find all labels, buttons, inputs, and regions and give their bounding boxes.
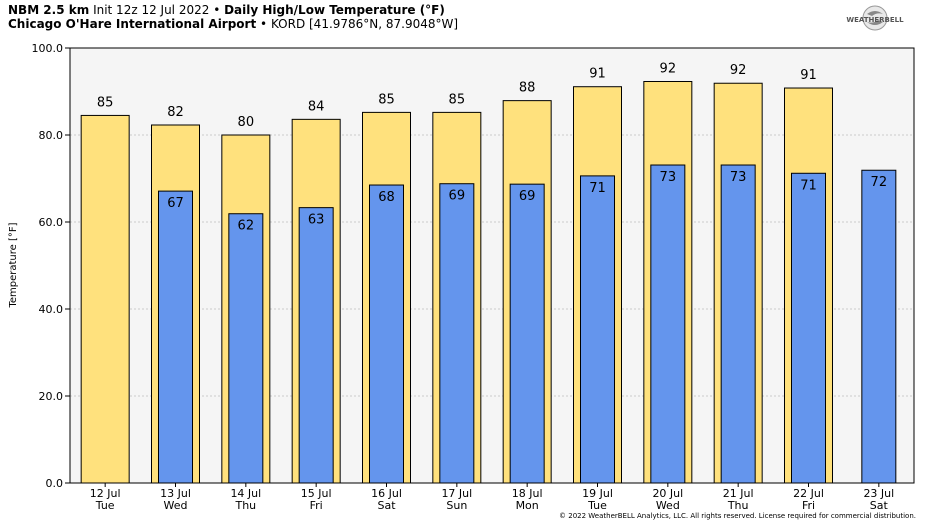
x-tick-day: Tue <box>95 499 115 512</box>
x-tick-day: Sun <box>446 499 467 512</box>
high-temp-label: 91 <box>589 67 606 82</box>
bars: 85 82 67 80 62 84 63 85 68 85 69 88 69 91 71 92 73 92 73 91… <box>80 61 897 484</box>
swirl-logo-icon <box>862 5 888 31</box>
init-time: Init 12z 12 Jul 2022 <box>93 3 210 17</box>
low-temp-bar <box>228 213 264 484</box>
low-temp-bar <box>580 175 615 484</box>
y-tick-label: 40.0 <box>39 303 64 316</box>
x-tick-day: Wed <box>656 499 680 512</box>
model-name: NBM 2.5 km <box>8 3 90 17</box>
plot-area <box>70 48 914 483</box>
bullet-separator-2: • <box>260 17 268 31</box>
low-temp-bar <box>861 169 897 484</box>
chart-title-line-1: NBM 2.5 km Init 12z 12 Jul 2022 • Daily … <box>8 3 445 17</box>
x-tick-date: 19 Jul <box>582 487 613 500</box>
high-temp-label: 85 <box>97 95 114 110</box>
gridlines <box>70 134 914 397</box>
x-tick-day: Wed <box>164 499 188 512</box>
weatherbell-logo: WEATHERBELL <box>846 5 904 31</box>
station-code: KORD [41.9786°N, 87.9048°W] <box>270 17 459 31</box>
low-temp-bar <box>791 172 826 484</box>
y-axis-label: Temperature [°F] <box>8 222 19 308</box>
y-tick-label: 20.0 <box>39 390 64 403</box>
low-temp-bar <box>439 183 475 484</box>
high-temp-label: 92 <box>730 63 747 78</box>
chart-title: Daily High/Low Temperature (°F) <box>224 3 445 17</box>
high-temp-label: 85 <box>378 92 395 107</box>
x-tick-date: 21 Jul <box>723 487 754 500</box>
plot-frame <box>69 47 915 484</box>
low-temp-bar <box>158 190 193 484</box>
low-temp-label: 68 <box>378 190 395 205</box>
low-temp-label: 71 <box>800 178 817 193</box>
low-temp-label: 72 <box>871 175 888 190</box>
low-temp-bar <box>650 164 686 484</box>
logo-text: WEATHERBELL <box>846 16 904 24</box>
low-temp-bar <box>720 164 756 484</box>
bullet-separator: • <box>213 3 221 17</box>
x-tick-date: 22 Jul <box>793 487 824 500</box>
low-temp-label: 69 <box>519 189 536 204</box>
chart-title-line-2: Chicago O'Hare International Airport • K… <box>8 17 458 31</box>
y-tick-label: 100.0 <box>32 42 64 55</box>
x-tick-date: 13 Jul <box>160 487 191 500</box>
low-temp-label: 73 <box>660 170 677 185</box>
low-temp-label: 63 <box>308 213 325 228</box>
high-temp-label: 88 <box>519 81 536 96</box>
x-tick-date: 18 Jul <box>512 487 543 500</box>
low-temp-bar <box>298 207 334 484</box>
x-tick-date: 14 Jul <box>230 487 261 500</box>
high-temp-label: 80 <box>238 115 255 130</box>
x-tick-date: 23 Jul <box>863 487 894 500</box>
low-temp-label: 71 <box>589 181 606 196</box>
high-temp-label: 92 <box>660 61 677 76</box>
high-temp-label: 85 <box>449 92 466 107</box>
x-tick-date: 16 Jul <box>371 487 402 500</box>
low-temp-label: 67 <box>167 196 184 211</box>
high-temp-label: 91 <box>800 68 817 83</box>
x-tick-day: Thu <box>727 499 749 512</box>
x-tick-date: 12 Jul <box>90 487 121 500</box>
y-axis: 0.0 20.0 40.0 60.0 80.0 100.0 <box>32 42 70 490</box>
x-tick-date: 15 Jul <box>301 487 332 500</box>
x-tick-date: 17 Jul <box>441 487 472 500</box>
station-name: Chicago O'Hare International Airport <box>8 17 257 31</box>
y-tick-label: 80.0 <box>39 129 64 142</box>
low-temp-label: 62 <box>238 219 255 234</box>
x-tick-day: Thu <box>234 499 256 512</box>
copyright-notice: © 2022 WeatherBELL Analytics, LLC. All r… <box>559 512 916 520</box>
y-tick-label: 60.0 <box>39 216 64 229</box>
x-tick-date: 20 Jul <box>652 487 683 500</box>
low-temp-bar <box>369 184 404 484</box>
high-temp-label: 82 <box>167 105 184 120</box>
low-temp-bar <box>509 183 545 484</box>
x-tick-day: Sat <box>870 499 889 512</box>
low-temp-label: 69 <box>449 189 466 204</box>
x-tick-day: Fri <box>802 499 815 512</box>
high-temp-bar <box>80 114 130 484</box>
x-tick-day: Mon <box>516 499 539 512</box>
x-tick-day: Tue <box>587 499 607 512</box>
x-tick-day: Fri <box>310 499 323 512</box>
high-temp-label: 84 <box>308 99 325 114</box>
y-tick-label: 0.0 <box>46 477 64 490</box>
low-temp-label: 73 <box>730 170 747 185</box>
x-tick-day: Sat <box>377 499 396 512</box>
